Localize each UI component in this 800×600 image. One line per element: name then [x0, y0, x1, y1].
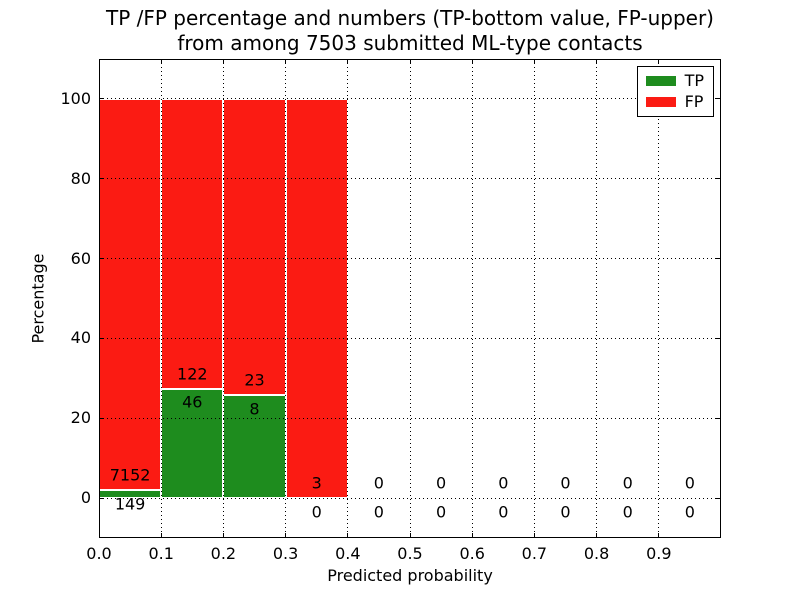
- x-tick-mark-top: [222, 59, 224, 64]
- gridline-vertical: [471, 59, 473, 538]
- tp-count-label: 0: [622, 502, 633, 522]
- bar-fp-segment: [223, 98, 286, 396]
- y-tick-label: 100: [60, 88, 91, 108]
- x-tick-mark-top: [533, 59, 535, 64]
- x-tick-mark-top: [285, 59, 287, 64]
- x-tick-mark-bottom: [98, 533, 100, 538]
- y-tick-mark-right: [716, 417, 721, 419]
- legend-item-tp: TP: [645, 71, 704, 90]
- tp-count-label: 46: [182, 392, 203, 412]
- x-tick-mark-bottom: [222, 533, 224, 538]
- gridline-vertical: [285, 59, 287, 538]
- fp-count-label: 0: [436, 473, 447, 493]
- fp-count-label: 0: [373, 473, 384, 493]
- bar-fp-segment: [99, 98, 162, 490]
- x-tick-mark-bottom: [471, 533, 473, 538]
- x-tick-label: 0.8: [583, 544, 610, 563]
- x-tick-mark-bottom: [596, 533, 598, 538]
- x-tick-label: 0.9: [646, 544, 672, 563]
- x-axis-label: Predicted probability: [327, 566, 493, 585]
- fp-legend-swatch: [645, 97, 676, 107]
- bar-tp-segment: [161, 388, 224, 499]
- x-tick-mark-bottom: [347, 533, 349, 538]
- x-tick-mark-bottom: [658, 533, 660, 538]
- fp-count-label: 0: [684, 473, 695, 493]
- y-tick-label: 20: [70, 408, 91, 428]
- x-tick-mark-bottom: [533, 533, 535, 538]
- tp-count-label: 0: [560, 502, 571, 522]
- tp-count-label: 0: [373, 502, 384, 522]
- y-tick-mark-left: [99, 417, 104, 419]
- fp-count-label: 0: [498, 473, 509, 493]
- x-tick-mark-top: [658, 59, 660, 64]
- bar-fp-segment: [285, 98, 348, 499]
- x-tick-label: 0.6: [459, 544, 485, 563]
- x-tick-mark-top: [98, 59, 100, 64]
- x-tick-mark-top: [160, 59, 162, 64]
- tp-count-label: 149: [114, 494, 146, 513]
- bar-fp-segment: [161, 98, 224, 389]
- x-tick-mark-bottom: [285, 533, 287, 538]
- fp-legend-label: FP: [684, 92, 704, 111]
- legend: TP FP: [636, 66, 714, 117]
- y-tick-mark-left: [99, 337, 104, 339]
- tp-count-label: 8: [249, 399, 260, 419]
- y-tick-mark-right: [716, 497, 721, 499]
- gridline-vertical: [222, 59, 224, 538]
- plot-area: TP FP 7152 149 122 46 23 8 3 0 0 0 0 0 0 0 0 0 0 0 0 0: [98, 59, 721, 538]
- fp-count-label: 122: [177, 364, 208, 384]
- fp-count-label: 0: [560, 473, 571, 493]
- x-tick-mark-top: [409, 59, 411, 64]
- y-tick-mark-left: [99, 98, 104, 100]
- bar-tp-segment: [223, 395, 286, 499]
- x-tick-label: 0.7: [521, 544, 548, 563]
- tp-count-label: 0: [311, 502, 322, 522]
- chart-title-line2: from among 7503 submitted ML-type contac…: [177, 31, 643, 55]
- x-tick-label: 0.1: [148, 544, 174, 563]
- y-tick-mark-right: [716, 178, 721, 180]
- y-axis-label: Percentage: [28, 253, 48, 344]
- gridline-vertical: [596, 59, 598, 538]
- legend-item-fp: FP: [645, 92, 704, 111]
- fp-count-label: 23: [244, 370, 265, 390]
- x-tick-label: 0.3: [272, 544, 299, 563]
- fp-count-label: 3: [311, 473, 322, 493]
- x-tick-label: 0.5: [397, 544, 423, 563]
- y-tick-mark-right: [716, 98, 721, 100]
- x-tick-mark-top: [596, 59, 598, 64]
- y-tick-label: 0: [80, 488, 91, 508]
- chart-title: TP /FP percentage and numbers (TP-bottom…: [99, 6, 721, 56]
- gridline-vertical: [347, 59, 349, 538]
- tp-count-label: 0: [684, 502, 695, 522]
- gridline-vertical: [533, 59, 535, 538]
- gridline-vertical: [658, 59, 660, 538]
- tp-legend-swatch: [645, 76, 676, 86]
- x-tick-mark-top: [471, 59, 473, 64]
- x-tick-label: 0.4: [335, 544, 361, 563]
- y-tick-mark-right: [716, 337, 721, 339]
- tp-count-label: 0: [498, 502, 509, 522]
- tp-legend-label: TP: [684, 71, 704, 90]
- x-tick-label: 0.2: [210, 544, 237, 563]
- y-tick-mark-left: [99, 497, 104, 499]
- gridline-vertical: [409, 59, 411, 538]
- fp-count-label: 0: [622, 473, 633, 493]
- y-tick-label: 80: [70, 168, 91, 188]
- chart-title-line1: TP /FP percentage and numbers (TP-bottom…: [106, 6, 714, 30]
- x-tick-mark-bottom: [160, 533, 162, 538]
- y-tick-label: 40: [70, 328, 91, 348]
- y-tick-mark-left: [99, 258, 104, 260]
- y-tick-label: 60: [70, 248, 91, 268]
- x-tick-label: 0.0: [86, 544, 112, 563]
- tp-count-label: 0: [436, 502, 447, 522]
- x-tick-mark-top: [347, 59, 349, 64]
- gridline-vertical: [160, 59, 162, 538]
- fp-count-label: 7152: [109, 465, 151, 485]
- x-tick-mark-bottom: [409, 533, 411, 538]
- y-tick-mark-left: [99, 178, 104, 180]
- y-tick-mark-right: [716, 258, 721, 260]
